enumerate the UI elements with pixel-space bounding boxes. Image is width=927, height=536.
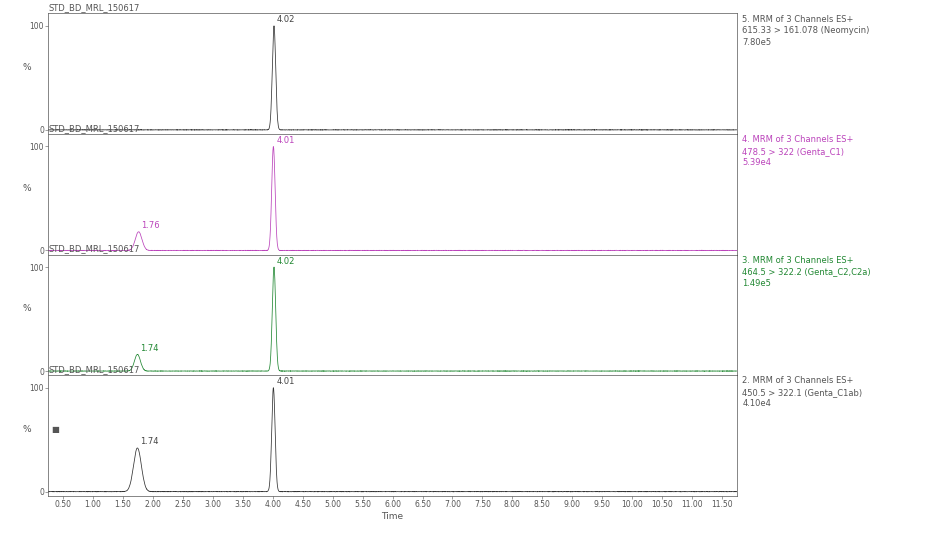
Text: 2. MRM of 3 Channels ES+
450.5 > 322.1 (Genta_C1ab)
4.10e4: 2. MRM of 3 Channels ES+ 450.5 > 322.1 (… — [743, 376, 863, 408]
Text: 4.02: 4.02 — [277, 257, 296, 265]
Text: ■: ■ — [52, 425, 59, 434]
Text: STD_BD_MRL_150617: STD_BD_MRL_150617 — [48, 244, 140, 254]
Text: 1.76: 1.76 — [141, 221, 159, 230]
Text: 3. MRM of 3 Channels ES+
464.5 > 322.2 (Genta_C2,C2a)
1.49e5: 3. MRM of 3 Channels ES+ 464.5 > 322.2 (… — [743, 256, 871, 288]
Text: %: % — [22, 63, 31, 72]
Text: 4.02: 4.02 — [277, 16, 296, 24]
Text: 5. MRM of 3 Channels ES+
615.33 > 161.078 (Neomycin)
7.80e5: 5. MRM of 3 Channels ES+ 615.33 > 161.07… — [743, 14, 870, 47]
Text: 1.74: 1.74 — [140, 344, 159, 353]
Text: 4. MRM of 3 Channels ES+
478.5 > 322 (Genta_C1)
5.39e4: 4. MRM of 3 Channels ES+ 478.5 > 322 (Ge… — [743, 135, 854, 167]
Text: 4.01: 4.01 — [276, 136, 295, 145]
Text: 4.01: 4.01 — [276, 377, 295, 386]
Text: %: % — [22, 184, 31, 193]
Text: %: % — [22, 425, 31, 434]
X-axis label: Time: Time — [382, 512, 403, 521]
Text: %: % — [22, 304, 31, 314]
Text: STD_BD_MRL_150617: STD_BD_MRL_150617 — [48, 365, 140, 374]
Text: STD_BD_MRL_150617: STD_BD_MRL_150617 — [48, 3, 140, 12]
Text: STD_BD_MRL_150617: STD_BD_MRL_150617 — [48, 124, 140, 133]
Text: 1.74: 1.74 — [140, 437, 159, 446]
